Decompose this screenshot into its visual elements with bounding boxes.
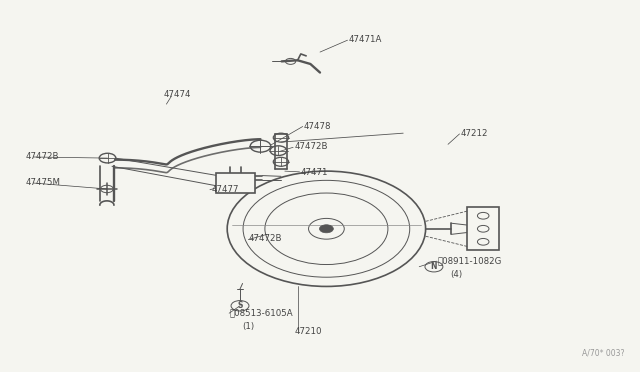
FancyBboxPatch shape <box>467 207 499 250</box>
Text: 47475M: 47475M <box>26 178 61 187</box>
Text: 47472B: 47472B <box>294 142 328 151</box>
FancyBboxPatch shape <box>216 173 255 193</box>
Text: 47212: 47212 <box>461 129 488 138</box>
Text: 47471A: 47471A <box>349 35 382 44</box>
Text: (4): (4) <box>450 270 462 279</box>
Ellipse shape <box>319 225 333 233</box>
Text: 47477: 47477 <box>211 185 239 194</box>
Text: A/70* 003?: A/70* 003? <box>582 349 624 358</box>
Text: ⓝ08911-1082G: ⓝ08911-1082G <box>437 257 502 266</box>
Text: N: N <box>431 262 437 271</box>
Text: (1): (1) <box>242 322 254 331</box>
Text: 47472B: 47472B <box>248 234 282 243</box>
Text: 47471: 47471 <box>301 169 328 177</box>
Text: 47472B: 47472B <box>26 152 59 161</box>
Text: Ⓝ08513-6105A: Ⓝ08513-6105A <box>229 309 292 318</box>
Text: S: S <box>237 301 243 310</box>
Text: 47210: 47210 <box>294 327 322 336</box>
Text: 47474: 47474 <box>163 90 191 99</box>
Text: 47478: 47478 <box>304 122 332 131</box>
